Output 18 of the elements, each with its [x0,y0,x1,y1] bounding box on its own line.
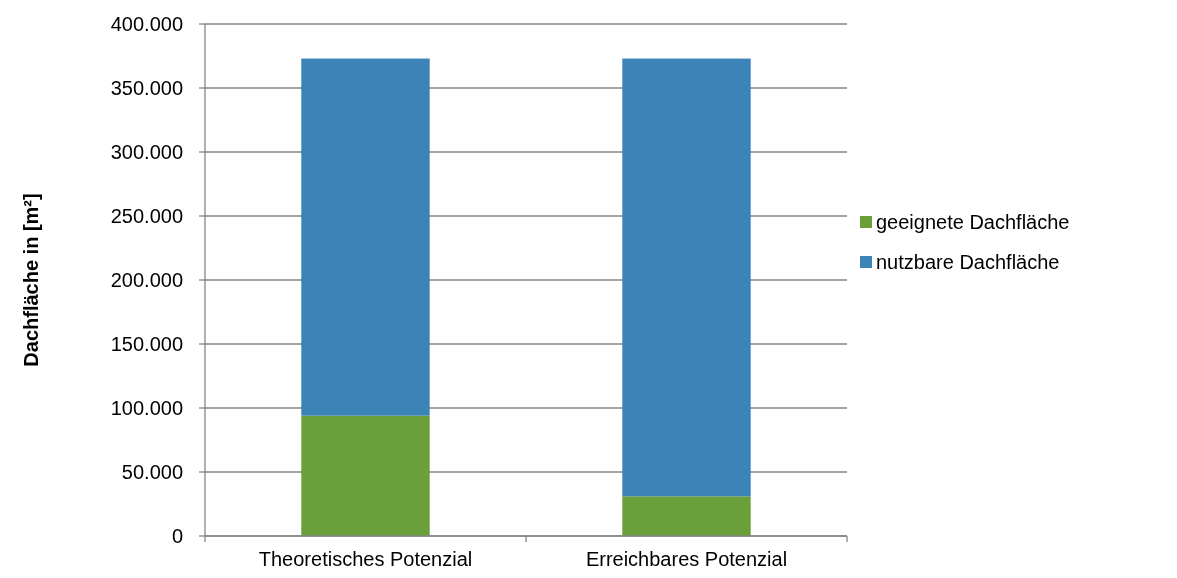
y-tick-label: 300.000 [110,141,183,163]
y-axis-title: Dachfläche in [m²] [20,193,42,367]
y-tick-label: 350.000 [110,77,183,99]
y-tick-label: 0 [171,525,183,547]
legend-label: nutzbare Dachfläche [876,251,1060,273]
bar [301,58,430,416]
bar [301,415,430,536]
y-tick-label: 100.000 [110,397,183,419]
x-tick-label: Theoretisches Potenzial [258,548,473,570]
y-tick-label: 150.000 [110,333,183,355]
bar [622,58,751,497]
x-tick-label: Erreichbares Potenzial [585,548,788,570]
bar [622,496,751,536]
y-tick-label: 50.000 [121,461,183,483]
y-tick-label: 400.000 [110,13,183,35]
y-tick-label: 200.000 [110,269,183,291]
y-tick-label: 250.000 [110,205,183,227]
legend-label: geeignete Dachfläche [876,211,1070,233]
